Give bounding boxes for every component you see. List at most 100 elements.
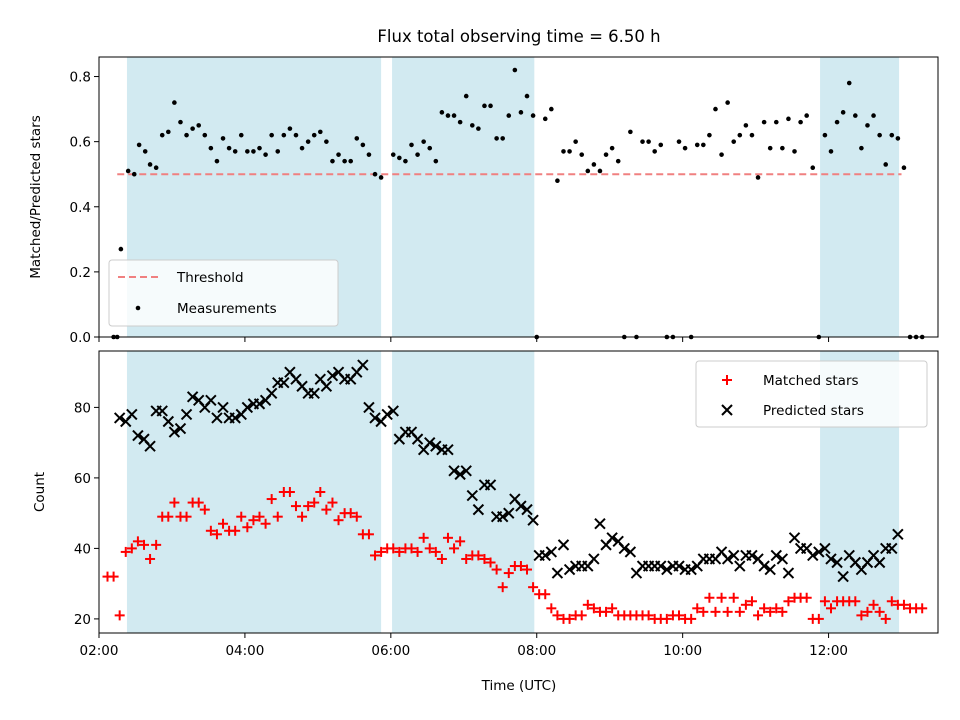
matched-star-point bbox=[710, 606, 721, 617]
matched-star-point bbox=[412, 546, 423, 557]
predicted-star-point bbox=[624, 546, 637, 558]
predicted-star-point bbox=[551, 567, 564, 579]
matched-star-point bbox=[856, 610, 867, 621]
bottom-y-tick-label: 40 bbox=[74, 541, 91, 557]
measurement-point bbox=[245, 149, 250, 154]
predicted-star-point bbox=[685, 563, 697, 576]
measurement-point bbox=[131, 171, 137, 177]
bottom-panel-frame bbox=[98, 350, 939, 634]
matched-star-point bbox=[722, 606, 733, 617]
measurement-point bbox=[646, 139, 651, 144]
matched-star-point bbox=[801, 592, 812, 603]
observing-interval bbox=[126, 351, 382, 633]
legend-predicted-swatch bbox=[721, 404, 733, 416]
predicted-star-point bbox=[594, 518, 606, 530]
predicted-star-point bbox=[618, 542, 630, 555]
matched-star-point bbox=[205, 525, 216, 536]
matched-star-point bbox=[132, 536, 143, 547]
legend-measurements-label: Measurements bbox=[177, 301, 277, 317]
measurement-point bbox=[439, 110, 445, 115]
measurement-point bbox=[500, 136, 505, 141]
matched-star-point bbox=[552, 610, 563, 621]
predicted-star-point bbox=[180, 408, 193, 421]
measurement-point bbox=[214, 158, 220, 164]
measurement-point bbox=[463, 93, 469, 99]
legend-x-mark bbox=[721, 404, 733, 416]
measurement-point bbox=[609, 145, 615, 151]
measurement-point bbox=[701, 142, 706, 148]
predicted-star-point bbox=[496, 510, 509, 523]
matched-star-point bbox=[485, 557, 496, 568]
matched-star-point bbox=[114, 610, 125, 621]
measurement-point bbox=[202, 132, 208, 138]
observing-interval bbox=[392, 351, 535, 633]
measurement-point bbox=[263, 152, 268, 157]
matched-star-point bbox=[686, 613, 697, 624]
matched-star-point bbox=[692, 603, 703, 614]
measurement-point bbox=[390, 152, 396, 157]
measurement-point bbox=[755, 175, 761, 180]
predicted-star-point bbox=[655, 560, 667, 572]
measurement-point bbox=[549, 106, 554, 112]
predicted-star-point bbox=[211, 412, 223, 424]
measurement-point bbox=[348, 158, 354, 164]
matched-star-point bbox=[138, 539, 149, 550]
matched-star-point bbox=[199, 504, 210, 515]
predicted-star-point bbox=[278, 377, 290, 389]
measurement-point bbox=[445, 113, 451, 118]
predicted-star-point bbox=[113, 412, 126, 424]
predicted-star-point bbox=[837, 570, 849, 583]
measurement-point bbox=[895, 136, 901, 141]
measurement-point bbox=[125, 168, 131, 174]
bottom-panel: 20 40 60 80 02:00 04:00 06:00 08:00 10:00 12:00 C… bbox=[32, 350, 939, 694]
measurement-point bbox=[281, 132, 287, 138]
predicted-star-point bbox=[144, 440, 156, 452]
predicted-star-point bbox=[721, 553, 734, 565]
top-y-axis-label: Matched/Predicted stars bbox=[28, 115, 44, 278]
measurement-point bbox=[889, 132, 895, 138]
measurement-point bbox=[871, 113, 876, 118]
predicted-star-point bbox=[606, 532, 618, 544]
measurement-point bbox=[773, 119, 779, 125]
predicted-star-point bbox=[813, 546, 825, 558]
predicted-star-point bbox=[320, 380, 333, 392]
measurement-point bbox=[512, 67, 518, 73]
bottom-legend-box bbox=[695, 360, 928, 428]
predicted-star-point bbox=[746, 549, 758, 562]
measurement-point bbox=[585, 168, 591, 174]
matched-star-point bbox=[303, 501, 314, 512]
predicted-star-point bbox=[758, 560, 770, 572]
matched-star-point bbox=[880, 613, 891, 624]
measurement-point bbox=[883, 162, 889, 167]
matched-star-point bbox=[898, 599, 909, 610]
matched-star-point bbox=[601, 606, 612, 617]
measurement-point bbox=[786, 116, 791, 122]
measurement-point bbox=[767, 145, 773, 151]
x-tick-label: 12:00 bbox=[809, 643, 848, 659]
matched-star-point bbox=[169, 497, 180, 508]
top-legend: Threshold Measurements bbox=[108, 259, 339, 327]
matched-star-point bbox=[819, 596, 830, 607]
predicted-star-point bbox=[776, 553, 789, 565]
predicted-star-point bbox=[162, 415, 175, 428]
measurement-point bbox=[305, 139, 311, 144]
matched-star-point bbox=[886, 596, 897, 607]
top-y-tick-label: 0.2 bbox=[70, 265, 91, 281]
predicted-star-point bbox=[819, 542, 831, 555]
matched-star-point bbox=[607, 603, 618, 614]
matched-star-point bbox=[491, 564, 502, 575]
measurement-point bbox=[603, 152, 609, 157]
matched-star-point bbox=[917, 603, 928, 614]
matched-star-point bbox=[850, 596, 861, 607]
matched-star-point bbox=[230, 525, 241, 536]
predicted-star-point bbox=[728, 549, 740, 562]
matched-star-point bbox=[120, 546, 131, 557]
measurement-point bbox=[840, 110, 846, 115]
measurement-point bbox=[822, 132, 828, 138]
matched-star-point bbox=[564, 613, 575, 624]
bottom-y-tick-label: 60 bbox=[74, 471, 91, 487]
measurement-point bbox=[530, 113, 536, 118]
matched-star-point bbox=[430, 546, 441, 557]
predicted-star-point bbox=[673, 560, 685, 572]
matched-star-point bbox=[442, 532, 453, 543]
